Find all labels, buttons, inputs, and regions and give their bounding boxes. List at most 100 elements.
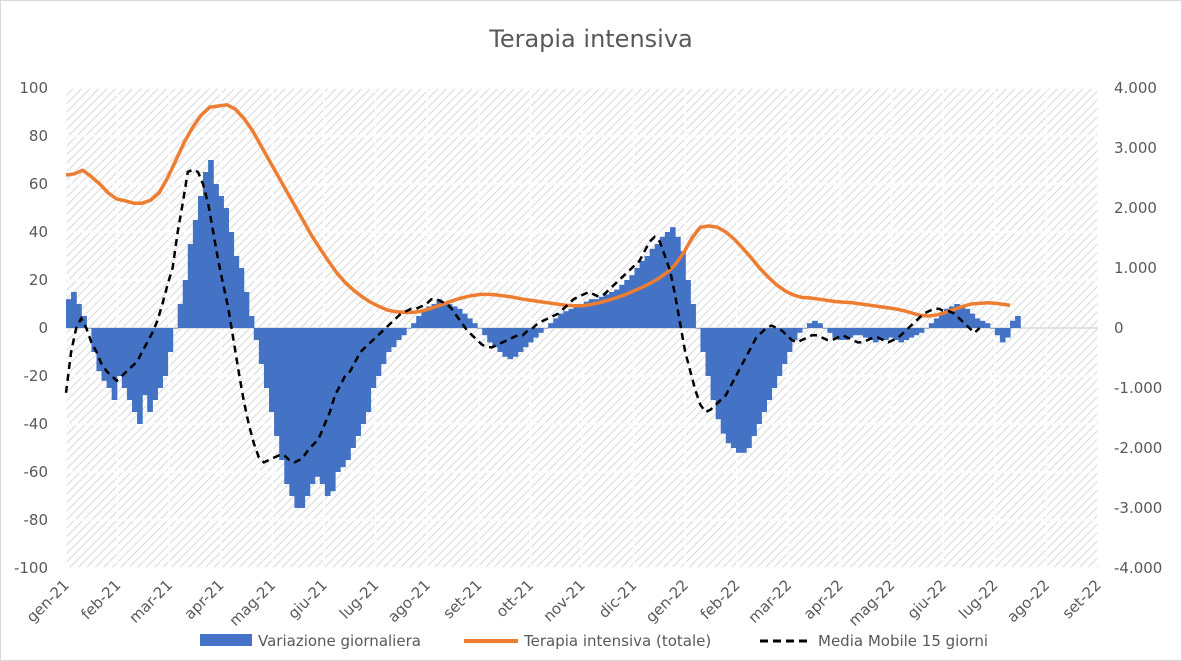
legend-item-totale: Terapia intensiva (totale)	[464, 632, 711, 650]
left-tick-label: 20	[29, 271, 48, 289]
bar-mark	[101, 328, 108, 381]
bar-mark	[553, 318, 559, 328]
bar-mark	[126, 328, 133, 400]
bar-mark	[690, 304, 696, 328]
bar-mark	[172, 328, 179, 329]
bar-mark	[675, 236, 681, 328]
bar-mark	[233, 256, 240, 328]
bar-mark	[944, 308, 950, 328]
legend-swatch-bar	[200, 634, 252, 646]
bar-mark	[375, 328, 382, 376]
left-tick-label: -20	[24, 367, 49, 385]
left-tick-label: -100	[14, 559, 48, 577]
bar-mark	[989, 328, 996, 329]
bar-mark	[400, 328, 407, 336]
bar-mark	[284, 328, 290, 484]
bar-mark	[162, 328, 169, 376]
bar-mark	[66, 299, 72, 328]
x-tick-label: lug-22	[955, 576, 1001, 622]
bar-series-variazione	[66, 160, 1021, 508]
bar-mark	[177, 304, 184, 328]
bar-mark	[751, 328, 757, 436]
bar-mark	[131, 328, 138, 412]
line-totale-path	[65, 103, 1011, 318]
bar-mark	[507, 328, 514, 360]
bar-mark	[81, 316, 87, 328]
bar-mark	[634, 268, 641, 328]
bar-mark	[258, 328, 265, 364]
bar-mark	[974, 318, 981, 328]
bar-mark	[872, 328, 879, 343]
left-tick-label: -60	[24, 463, 49, 481]
bar-mark	[680, 251, 686, 328]
bar-mark	[969, 313, 976, 328]
x-tick-label: mag-21	[226, 576, 280, 630]
bar-mark	[725, 328, 732, 444]
left-tick-label: 80	[29, 127, 48, 145]
bar-mark	[624, 280, 630, 328]
bar-mark	[96, 328, 103, 372]
x-tick-label: feb-21	[77, 576, 124, 623]
bar-mark	[903, 328, 910, 340]
x-tick-label: mar-21	[125, 576, 176, 627]
bar-mark	[538, 328, 544, 333]
bar-mark	[294, 328, 301, 508]
bar-mark	[76, 304, 82, 328]
line-series-media-mobile	[64, 168, 981, 464]
bar-mark	[812, 320, 818, 328]
bar-mark	[147, 328, 153, 412]
bar-mark	[827, 328, 833, 333]
bar-mark	[933, 318, 940, 328]
bar-mark	[223, 208, 230, 328]
bar-mark	[334, 328, 341, 472]
bar-mark	[71, 292, 77, 328]
x-tick-label: apr-22	[800, 576, 847, 623]
bar-mark	[487, 328, 493, 343]
bar-mark	[949, 306, 955, 328]
bar-mark	[355, 328, 361, 436]
bar-mark	[842, 328, 849, 340]
bar-mark	[888, 328, 894, 338]
bar-mark	[741, 328, 747, 453]
bar-mark	[152, 328, 158, 400]
x-tick-label: set-22	[1059, 576, 1105, 622]
bar-mark	[867, 328, 874, 340]
bar-mark	[710, 328, 717, 400]
bar-mark	[568, 308, 575, 328]
bar-mark	[329, 328, 336, 492]
bar-mark	[883, 328, 889, 340]
bar-mark	[324, 328, 331, 496]
bar-mark	[477, 328, 483, 329]
bar-mark	[629, 275, 636, 328]
bar-mark	[461, 313, 468, 328]
bar-mark	[137, 328, 143, 424]
bar-mark	[116, 328, 123, 376]
bar-mark	[1004, 328, 1011, 338]
bar-mark	[213, 184, 219, 328]
right-tick-label: -1.000	[1114, 379, 1162, 397]
bar-mark	[406, 328, 412, 329]
bar-mark	[817, 323, 823, 328]
x-tick-label: gen-22	[642, 576, 692, 626]
bar-mark	[649, 248, 656, 328]
left-tick-label: -80	[24, 511, 49, 529]
bar-mark	[411, 323, 417, 328]
bar-mark	[497, 328, 504, 352]
bar-mark	[289, 328, 295, 496]
right-tick-label: 1.000	[1114, 259, 1157, 277]
x-tick-label: feb-22	[697, 576, 744, 623]
bar-mark	[761, 328, 768, 412]
bar-mark	[659, 236, 666, 328]
bar-mark	[593, 299, 600, 328]
legend-label-totale: Terapia intensiva (totale)	[523, 632, 711, 650]
bar-mark	[964, 308, 971, 328]
bar-mark	[959, 306, 965, 328]
bar-mark	[482, 328, 488, 336]
bar-mark	[609, 292, 615, 328]
bar-mark	[466, 318, 473, 328]
bar-mark	[954, 304, 960, 328]
bar-mark	[928, 323, 935, 328]
bar-mark	[822, 328, 828, 329]
left-tick-label: 60	[29, 175, 48, 193]
bar-mark	[431, 304, 438, 328]
